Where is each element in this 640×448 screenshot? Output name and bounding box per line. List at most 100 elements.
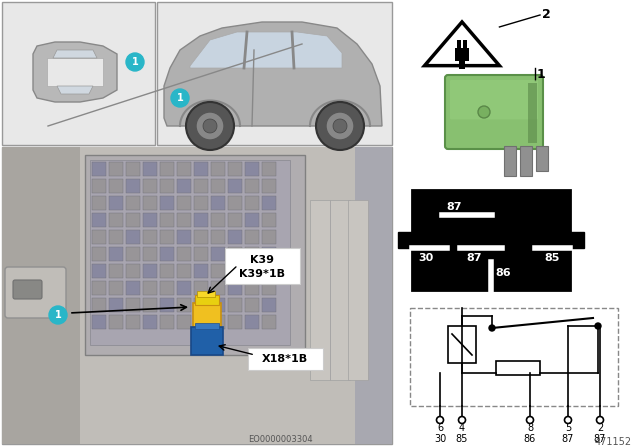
Bar — [177, 281, 191, 295]
Bar — [90, 160, 290, 345]
Bar — [228, 281, 242, 295]
Bar — [194, 213, 208, 227]
Bar — [194, 247, 208, 261]
Bar — [228, 315, 242, 329]
Bar — [2, 2, 155, 145]
Bar — [126, 264, 140, 278]
Bar — [109, 281, 123, 295]
Bar — [194, 230, 208, 244]
Bar — [528, 83, 537, 143]
Bar — [109, 230, 123, 244]
Bar — [211, 213, 225, 227]
Bar — [160, 298, 174, 312]
Bar — [211, 179, 225, 193]
Bar — [109, 247, 123, 261]
Polygon shape — [190, 32, 342, 68]
Circle shape — [478, 106, 490, 118]
Bar — [177, 196, 191, 210]
Text: 8: 8 — [527, 423, 533, 433]
Bar — [92, 264, 106, 278]
Bar — [193, 303, 221, 327]
Bar — [330, 200, 350, 380]
Bar — [211, 281, 225, 295]
Bar — [228, 264, 242, 278]
Bar — [211, 230, 225, 244]
Polygon shape — [2, 147, 80, 444]
Bar — [109, 162, 123, 176]
Text: 87: 87 — [594, 434, 606, 444]
Bar — [92, 213, 106, 227]
Circle shape — [595, 323, 601, 329]
Text: 1: 1 — [54, 310, 61, 320]
Bar — [463, 40, 467, 50]
Bar — [245, 179, 259, 193]
Text: 1: 1 — [132, 57, 138, 67]
Polygon shape — [164, 22, 382, 126]
Polygon shape — [53, 50, 97, 58]
Bar — [194, 179, 208, 193]
Text: K39: K39 — [250, 255, 274, 265]
Bar — [245, 264, 259, 278]
Bar — [126, 247, 140, 261]
Bar — [211, 315, 225, 329]
Bar — [177, 247, 191, 261]
FancyBboxPatch shape — [13, 280, 42, 299]
Bar — [262, 162, 276, 176]
Bar — [245, 315, 259, 329]
Bar — [245, 247, 259, 261]
Text: 85: 85 — [456, 434, 468, 444]
Bar — [410, 308, 618, 406]
Bar — [310, 200, 330, 380]
Bar — [228, 196, 242, 210]
Text: 87: 87 — [446, 202, 461, 212]
Bar — [126, 162, 140, 176]
Bar — [126, 179, 140, 193]
Bar — [92, 179, 106, 193]
Bar — [143, 213, 157, 227]
Text: 30: 30 — [434, 434, 446, 444]
Bar — [109, 196, 123, 210]
Bar — [536, 146, 548, 171]
Circle shape — [203, 119, 217, 133]
Bar — [92, 315, 106, 329]
Bar — [520, 146, 532, 176]
Bar — [412, 190, 570, 290]
Text: 4: 4 — [459, 423, 465, 433]
Circle shape — [126, 53, 144, 71]
Text: 6: 6 — [437, 423, 443, 433]
Text: 471152: 471152 — [595, 437, 632, 447]
Bar — [504, 146, 516, 176]
Bar — [85, 155, 305, 355]
Bar — [177, 315, 191, 329]
Bar — [143, 247, 157, 261]
Bar — [177, 179, 191, 193]
Bar — [109, 213, 123, 227]
Bar — [570, 232, 584, 248]
Circle shape — [458, 417, 465, 423]
Bar — [262, 298, 276, 312]
Bar — [262, 230, 276, 244]
Bar — [109, 298, 123, 312]
Bar — [109, 264, 123, 278]
Bar — [177, 298, 191, 312]
Bar — [143, 230, 157, 244]
Bar — [262, 213, 276, 227]
Bar — [160, 247, 174, 261]
Bar — [47, 58, 103, 86]
Bar — [211, 162, 225, 176]
Text: 86: 86 — [524, 434, 536, 444]
Text: 86: 86 — [495, 268, 511, 278]
Bar — [92, 281, 106, 295]
Bar — [143, 264, 157, 278]
Bar — [262, 196, 276, 210]
Text: 1: 1 — [177, 93, 184, 103]
Circle shape — [196, 112, 224, 140]
Circle shape — [316, 102, 364, 150]
Text: 87: 87 — [562, 434, 574, 444]
Bar — [262, 247, 276, 261]
Bar — [160, 281, 174, 295]
Bar — [195, 295, 219, 305]
Bar — [355, 147, 392, 444]
Text: 5: 5 — [565, 423, 571, 433]
Bar — [262, 264, 276, 278]
